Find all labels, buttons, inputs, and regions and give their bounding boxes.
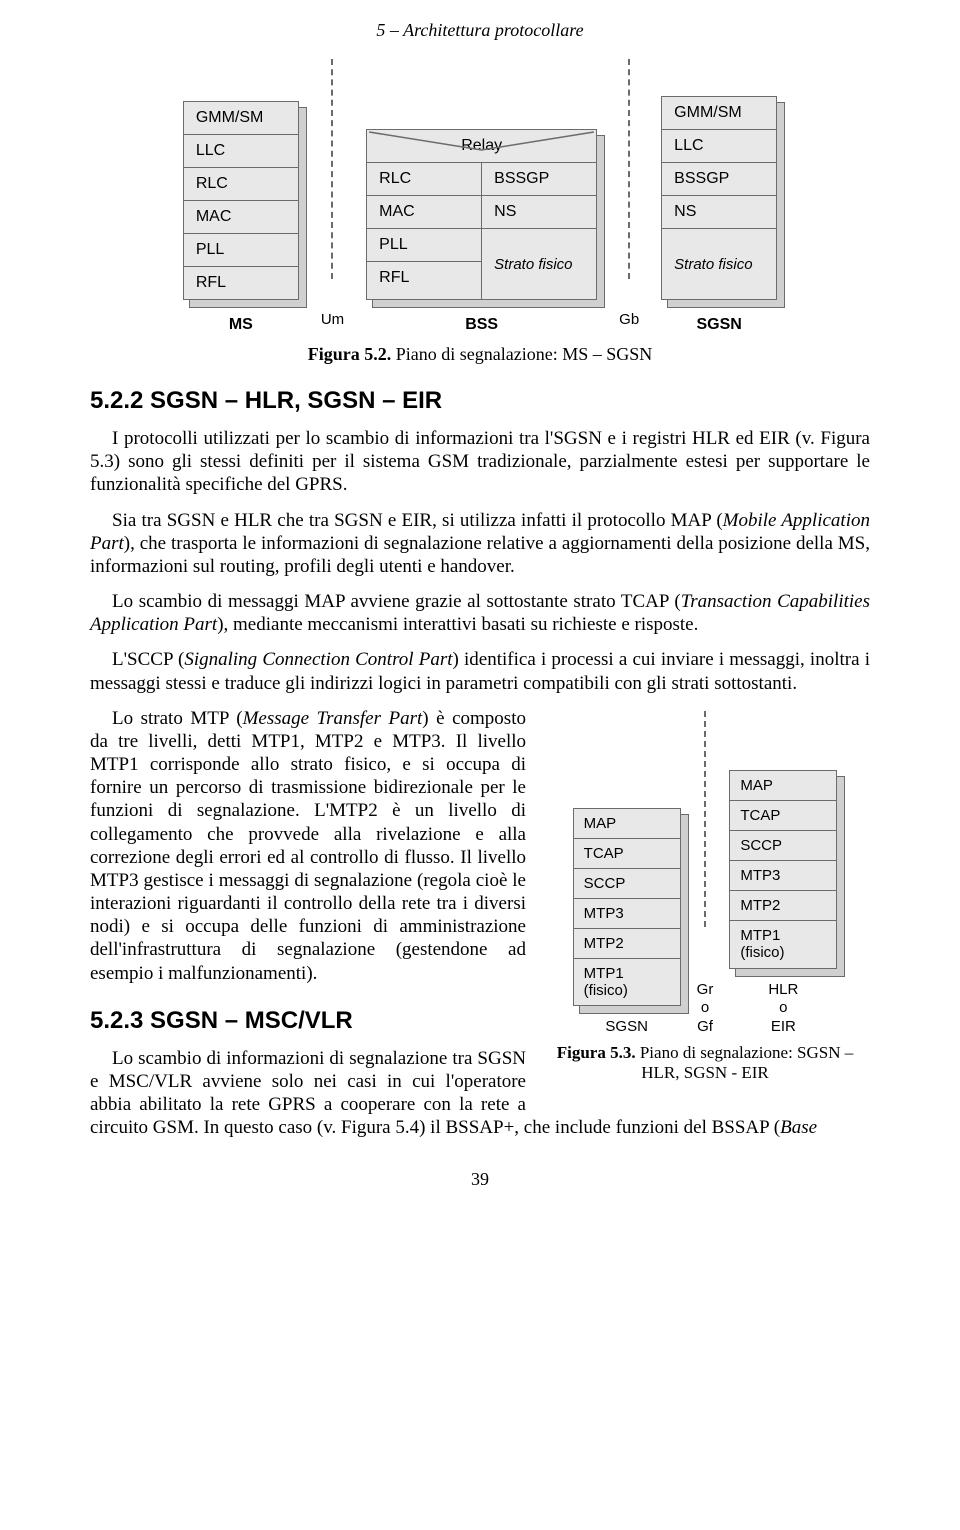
heading-5-2-2: 5.2.2 SGSN – HLR, SGSN – EIR (90, 387, 870, 415)
stack-cell: BSSGP (662, 163, 776, 196)
stack-cell: Strato fisico (482, 229, 596, 299)
stack-cell: TCAP (574, 839, 680, 869)
fig52-ms-label: MS (229, 316, 253, 334)
fig52-bss-stack: RLC MAC PLL RFL BSSGP NS Strato fisico (366, 162, 597, 300)
fig53-dash (704, 711, 706, 927)
paragraph: Lo scambio di messaggi MAP avviene grazi… (90, 590, 870, 636)
stack-cell: RLC (367, 163, 481, 196)
fig53-hlr-stack: MAP TCAP SCCP MTP3 MTP2 MTP1(fisico) (729, 770, 837, 969)
stack-cell: TCAP (730, 801, 836, 831)
fig52-ms-stack: GMM/SM LLC RLC MAC PLL RFL (183, 101, 299, 300)
fig52-bss-label: BSS (465, 316, 498, 334)
stack-cell: NS (662, 196, 776, 229)
stack-cell: LLC (662, 130, 776, 163)
stack-cell: NS (482, 196, 596, 229)
fig52-sgsn-label: SGSN (697, 316, 742, 334)
stack-cell: MAP (574, 809, 680, 839)
stack-cell: MTP1(fisico) (730, 921, 836, 968)
fig53-sgsn-label: SGSN (605, 1018, 648, 1037)
stack-cell: RLC (184, 168, 298, 201)
stack-cell: MTP1(fisico) (574, 959, 680, 1006)
stack-cell: MTP3 (730, 861, 836, 891)
stack-cell: PLL (184, 234, 298, 267)
stack-cell: MAC (184, 201, 298, 234)
stack-cell: MAP (730, 771, 836, 801)
stack-cell: RFL (184, 267, 298, 299)
stack-cell: SCCP (574, 869, 680, 899)
fig53-sgsn-stack: MAP TCAP SCCP MTP3 MTP2 MTP1(fisico) (573, 808, 681, 1007)
running-header: 5 – Architettura protocollare (90, 20, 870, 41)
stack-cell: GMM/SM (662, 97, 776, 130)
fig52-gb-dash (628, 59, 630, 279)
fig53-iface-label: Gr o Gf (697, 981, 714, 1037)
fig52-relay-label: Relay (366, 129, 597, 162)
stack-cell: PLL (367, 229, 481, 262)
paragraph: Sia tra SGSN e HLR che tra SGSN e EIR, s… (90, 509, 870, 579)
stack-cell: SCCP (730, 831, 836, 861)
fig53-caption: Figura 5.3. Piano di segnalazione: SGSN … (540, 1043, 870, 1084)
fig53-hlr-label: HLR o EIR (768, 981, 798, 1037)
stack-cell: GMM/SM (184, 102, 298, 135)
fig52-caption: Figura 5.2. Piano di segnalazione: MS – … (90, 344, 870, 365)
figure-5-2: GMM/SM LLC RLC MAC PLL RFL MS Um Re (90, 59, 870, 334)
fig52-um-label: Um (321, 311, 344, 328)
page-number: 39 (90, 1169, 870, 1190)
stack-cell: MTP2 (574, 929, 680, 959)
paragraph: L'SCCP (Signaling Connection Control Par… (90, 648, 870, 694)
stack-cell: BSSGP (482, 163, 596, 196)
stack-cell: LLC (184, 135, 298, 168)
fig52-um-dash (331, 59, 333, 279)
fig52-sgsn-stack: GMM/SM LLC BSSGP NS Strato fisico (661, 96, 777, 300)
fig52-gb-label: Gb (619, 311, 639, 328)
stack-cell: MTP3 (574, 899, 680, 929)
stack-cell: MAC (367, 196, 481, 229)
stack-cell: MTP2 (730, 891, 836, 921)
stack-cell: Strato fisico (662, 229, 776, 299)
paragraph: I protocolli utilizzati per lo scambio d… (90, 427, 870, 497)
stack-cell: RFL (367, 262, 481, 294)
figure-5-3: MAP TCAP SCCP MTP3 MTP2 MTP1(fisico) SGS… (540, 711, 870, 1084)
